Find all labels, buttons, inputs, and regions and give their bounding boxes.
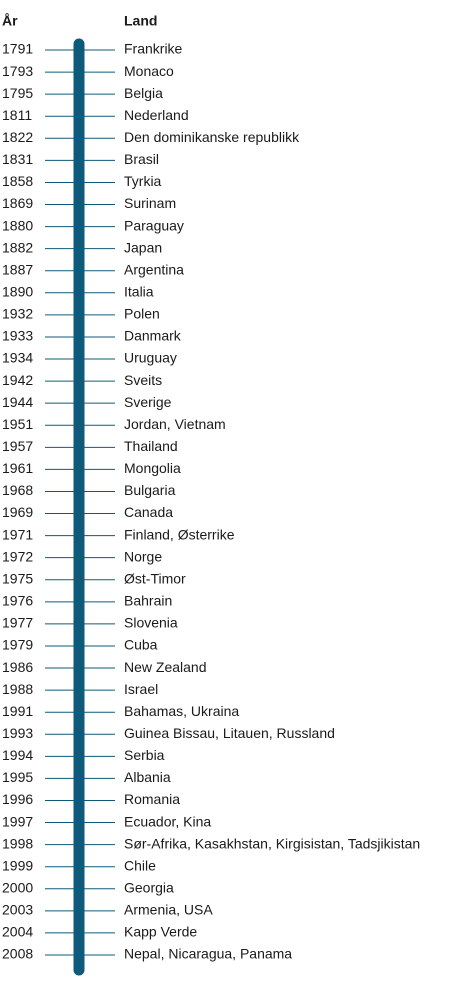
year-label: 2004: [2, 924, 33, 940]
country-label: Sverige: [124, 394, 172, 410]
year-label: 1793: [2, 63, 33, 79]
country-label: Sør-Afrika, Kasakhstan, Kirgisistan, Tad…: [124, 835, 420, 851]
country-label: Armenia, USA: [124, 902, 213, 918]
country-label: Den dominikanske republikk: [124, 129, 300, 145]
country-label: Thailand: [124, 438, 178, 454]
year-label: 2008: [2, 946, 33, 962]
country-label: Polen: [124, 306, 160, 322]
year-label: 1969: [2, 504, 33, 520]
country-label: Argentina: [124, 261, 184, 277]
country-label: Kapp Verde: [124, 924, 197, 940]
country-label: Guinea Bissau, Litauen, Russland: [124, 725, 335, 741]
year-label: 1993: [2, 725, 33, 741]
year-label: 1882: [2, 239, 33, 255]
country-label: Canada: [124, 504, 173, 520]
country-label: Serbia: [124, 747, 165, 763]
year-header: År: [2, 13, 18, 29]
year-label: 1995: [2, 769, 33, 785]
year-label: 1811: [2, 107, 32, 123]
year-label: 1991: [2, 703, 33, 719]
country-label: Paraguay: [124, 217, 184, 233]
country-label: Uruguay: [124, 350, 177, 366]
year-label: 1986: [2, 659, 33, 675]
year-label: 1822: [2, 129, 33, 145]
country-label: Tyrkia: [124, 173, 162, 189]
country-label: Norge: [124, 548, 162, 564]
year-label: 1961: [2, 460, 33, 476]
country-header: Land: [124, 13, 157, 29]
year-label: 1971: [2, 526, 33, 542]
year-label: 1997: [2, 813, 33, 829]
year-label: 1999: [2, 857, 33, 873]
year-label: 1968: [2, 482, 33, 498]
year-label: 1975: [2, 570, 33, 586]
country-label: Bahamas, Ukraina: [124, 703, 239, 719]
year-label: 1996: [2, 791, 33, 807]
country-label: Frankrike: [124, 41, 183, 57]
year-label: 1795: [2, 85, 33, 101]
year-label: 1880: [2, 217, 33, 233]
year-label: 1831: [2, 151, 33, 167]
country-label: Finland, Østerrike: [124, 526, 235, 542]
year-label: 1957: [2, 438, 33, 454]
country-label: Bahrain: [124, 593, 172, 609]
year-label: 1791: [2, 41, 33, 57]
country-label: Georgia: [124, 879, 174, 895]
country-label: Danmark: [124, 328, 182, 344]
year-label: 1890: [2, 284, 33, 300]
country-label: Jordan, Vietnam: [124, 416, 226, 432]
country-label: Brasil: [124, 151, 159, 167]
year-label: 1998: [2, 835, 33, 851]
year-label: 1887: [2, 261, 33, 277]
year-label: 1977: [2, 615, 33, 631]
year-label: 1944: [2, 394, 33, 410]
country-label: Bulgaria: [124, 482, 176, 498]
year-label: 1979: [2, 637, 33, 653]
country-label: Italia: [124, 284, 154, 300]
country-label: Romania: [124, 791, 180, 807]
country-label: Monaco: [124, 63, 174, 79]
country-label: Nepal, Nicaragua, Panama: [124, 946, 292, 962]
country-label: Surinam: [124, 195, 176, 211]
year-label: 2000: [2, 879, 33, 895]
year-label: 1942: [2, 372, 33, 388]
year-label: 1972: [2, 548, 33, 564]
year-label: 1976: [2, 593, 33, 609]
country-label: Mongolia: [124, 460, 181, 476]
year-label: 1858: [2, 173, 33, 189]
country-label: Nederland: [124, 107, 189, 123]
country-label: Albania: [124, 769, 171, 785]
year-label: 1934: [2, 350, 33, 366]
country-label: Japan: [124, 239, 162, 255]
year-label: 1933: [2, 328, 33, 344]
year-label: 1994: [2, 747, 33, 763]
country-label: Sveits: [124, 372, 162, 388]
country-label: Slovenia: [124, 615, 178, 631]
year-label: 1869: [2, 195, 33, 211]
country-label: Chile: [124, 857, 156, 873]
country-label: Cuba: [124, 637, 158, 653]
country-label: Øst-Timor: [124, 570, 186, 586]
year-label: 1951: [2, 416, 33, 432]
year-label: 2003: [2, 902, 33, 918]
country-label: New Zealand: [124, 659, 207, 675]
country-label: Israel: [124, 681, 158, 697]
year-label: 1988: [2, 681, 33, 697]
country-label: Ecuador, Kina: [124, 813, 211, 829]
year-label: 1932: [2, 306, 33, 322]
country-label: Belgia: [124, 85, 163, 101]
